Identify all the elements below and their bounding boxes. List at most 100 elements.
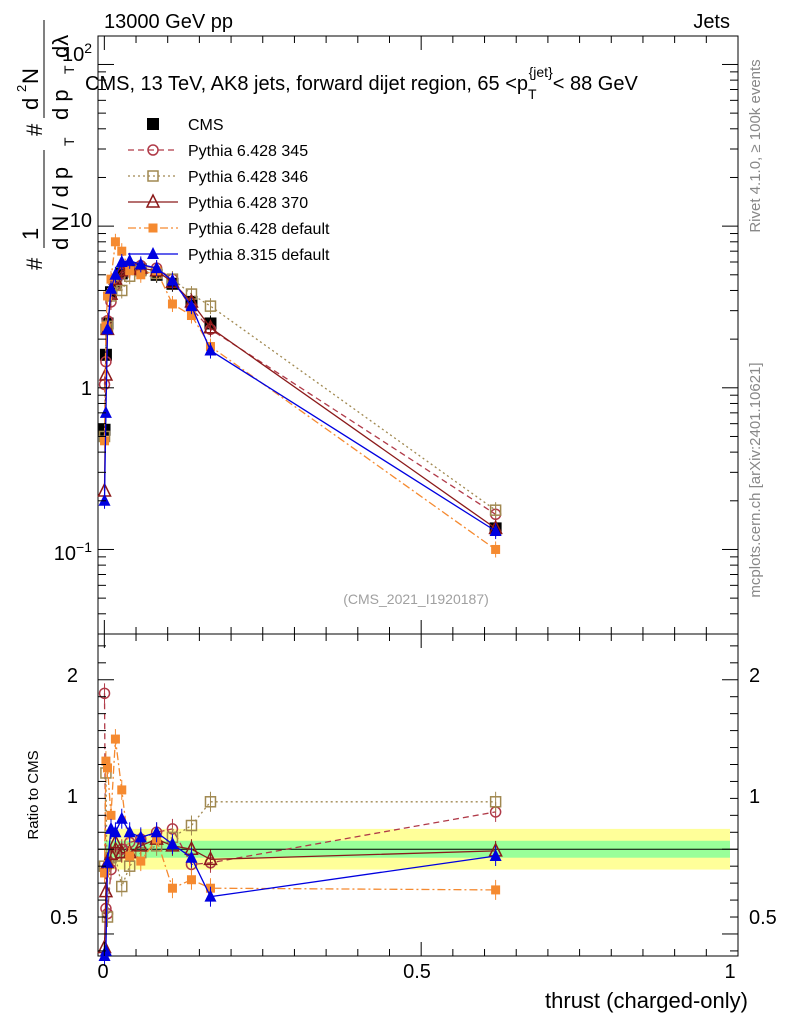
data-point — [134, 257, 147, 270]
data-point — [489, 504, 502, 516]
ratio-point — [109, 825, 122, 838]
data-point — [203, 319, 218, 334]
data-point — [110, 237, 120, 247]
series-line-p370 — [103, 267, 496, 529]
data-point — [99, 405, 112, 418]
ratio-ytick-2-right: 2 — [749, 665, 760, 687]
xtick-label-0p5: 0.5 — [403, 961, 431, 983]
data-point — [101, 322, 114, 335]
legend-marker — [147, 170, 159, 182]
legend: CMS Pythia 6.428 345 Pythia 6.428 346 Pythi… — [128, 117, 330, 264]
header-left: 13000 GeV pp — [104, 11, 233, 33]
ytick-label-1: 1 — [81, 378, 92, 400]
series-line-p6def — [103, 239, 496, 551]
ratio-series-p345 — [98, 683, 502, 924]
series-p8def — [98, 252, 502, 540]
svg-text:dλ: dλ — [48, 35, 73, 58]
legend-item-p8def: Pythia 8.315 default — [128, 247, 330, 264]
ratio-point — [185, 850, 198, 863]
data-point — [167, 299, 177, 309]
ratio-point — [108, 833, 123, 849]
data-point — [185, 299, 198, 312]
svg-text:d N / d p: d N / d p — [48, 167, 73, 250]
ratio-point — [185, 819, 198, 832]
ratio-point — [125, 851, 135, 861]
data-point — [98, 493, 111, 506]
ratio-point — [115, 811, 128, 824]
svg-text:2: 2 — [14, 85, 29, 92]
legend-label: Pythia 8.315 default — [188, 247, 330, 264]
ratio-line-p345 — [103, 693, 496, 914]
ratio-point — [136, 856, 146, 866]
data-point — [136, 270, 146, 280]
ratio-point — [489, 796, 502, 808]
data-point — [489, 524, 502, 537]
legend-item-p6def: Pythia 6.428 default — [128, 221, 330, 238]
header-right: Jets — [693, 11, 730, 33]
data-point — [204, 300, 217, 312]
ratio-point — [203, 850, 218, 866]
legend-label: Pythia 6.428 345 — [188, 143, 308, 160]
ratio-y-axis-label: Ratio to CMS — [25, 750, 42, 839]
legend-label: CMS — [188, 117, 224, 134]
ratio-point — [99, 943, 112, 956]
ratio-point — [123, 825, 136, 838]
data-point — [114, 262, 129, 277]
data-point — [123, 253, 136, 266]
ytick-label-100: 102 — [62, 40, 92, 66]
ratio-point — [186, 875, 196, 885]
chart-title: CMS, 13 TeV, AK8 jets, forward dijet reg… — [85, 64, 638, 102]
ratio-point — [150, 825, 163, 838]
ratio-point — [101, 756, 111, 766]
ratio-point — [98, 687, 111, 700]
svg-text:1: 1 — [18, 228, 43, 240]
data-point — [166, 273, 179, 286]
svg-text:T: T — [61, 137, 77, 146]
ratio-ytick-0p5-left: 0.5 — [50, 907, 78, 929]
main-series-group — [97, 233, 503, 558]
svg-text:d p: d p — [48, 89, 73, 120]
ratio-point — [110, 734, 120, 744]
xtick-label-0: 0 — [97, 961, 108, 983]
data-point — [104, 281, 117, 294]
legend-label: Pythia 6.428 default — [188, 221, 330, 238]
ratio-ytick-1-right: 1 — [749, 786, 760, 808]
ratio-point — [491, 885, 501, 895]
data-point — [125, 266, 135, 276]
data-point — [204, 343, 217, 356]
series-p345 — [98, 257, 502, 523]
ratio-series-p8def — [98, 808, 502, 966]
ratio-point — [204, 889, 217, 902]
svg-text:d: d — [18, 98, 43, 110]
legend-marker — [145, 193, 161, 208]
data-point — [117, 246, 127, 256]
ratio-point — [166, 837, 179, 850]
legend-marker — [147, 144, 159, 156]
ratio-point — [489, 849, 502, 862]
ratio-point — [100, 868, 110, 878]
ratio-ytick-0p5-right: 0.5 — [749, 907, 777, 929]
ratio-point — [116, 880, 128, 893]
legend-item-p345: Pythia 6.428 345 — [128, 143, 308, 160]
legend-label: Pythia 6.428 370 — [188, 195, 308, 212]
legend-marker — [148, 223, 158, 233]
series-line-p345 — [103, 264, 496, 515]
ratio-plot-frame — [97, 633, 739, 957]
series-p6def — [100, 233, 501, 558]
data-point — [109, 267, 122, 280]
ratio-point — [134, 830, 147, 843]
ratio-point — [98, 882, 114, 898]
ratio-ytick-1-left: 1 — [67, 786, 78, 808]
x-axis-label: thrust (charged-only) — [545, 988, 748, 1013]
svg-text:T: T — [61, 65, 77, 74]
series-line-p8def — [103, 260, 496, 532]
data-point — [116, 284, 128, 297]
series-p370 — [97, 259, 503, 537]
ratio-point — [114, 843, 129, 859]
series-cms — [98, 260, 502, 537]
legend-item-p370: Pythia 6.428 370 — [128, 193, 308, 212]
mcplots-source-label: mcplots.cern.ch [arXiv:2401.10621] — [747, 362, 764, 597]
ratio-point — [117, 785, 127, 795]
ratio-point — [133, 837, 148, 852]
